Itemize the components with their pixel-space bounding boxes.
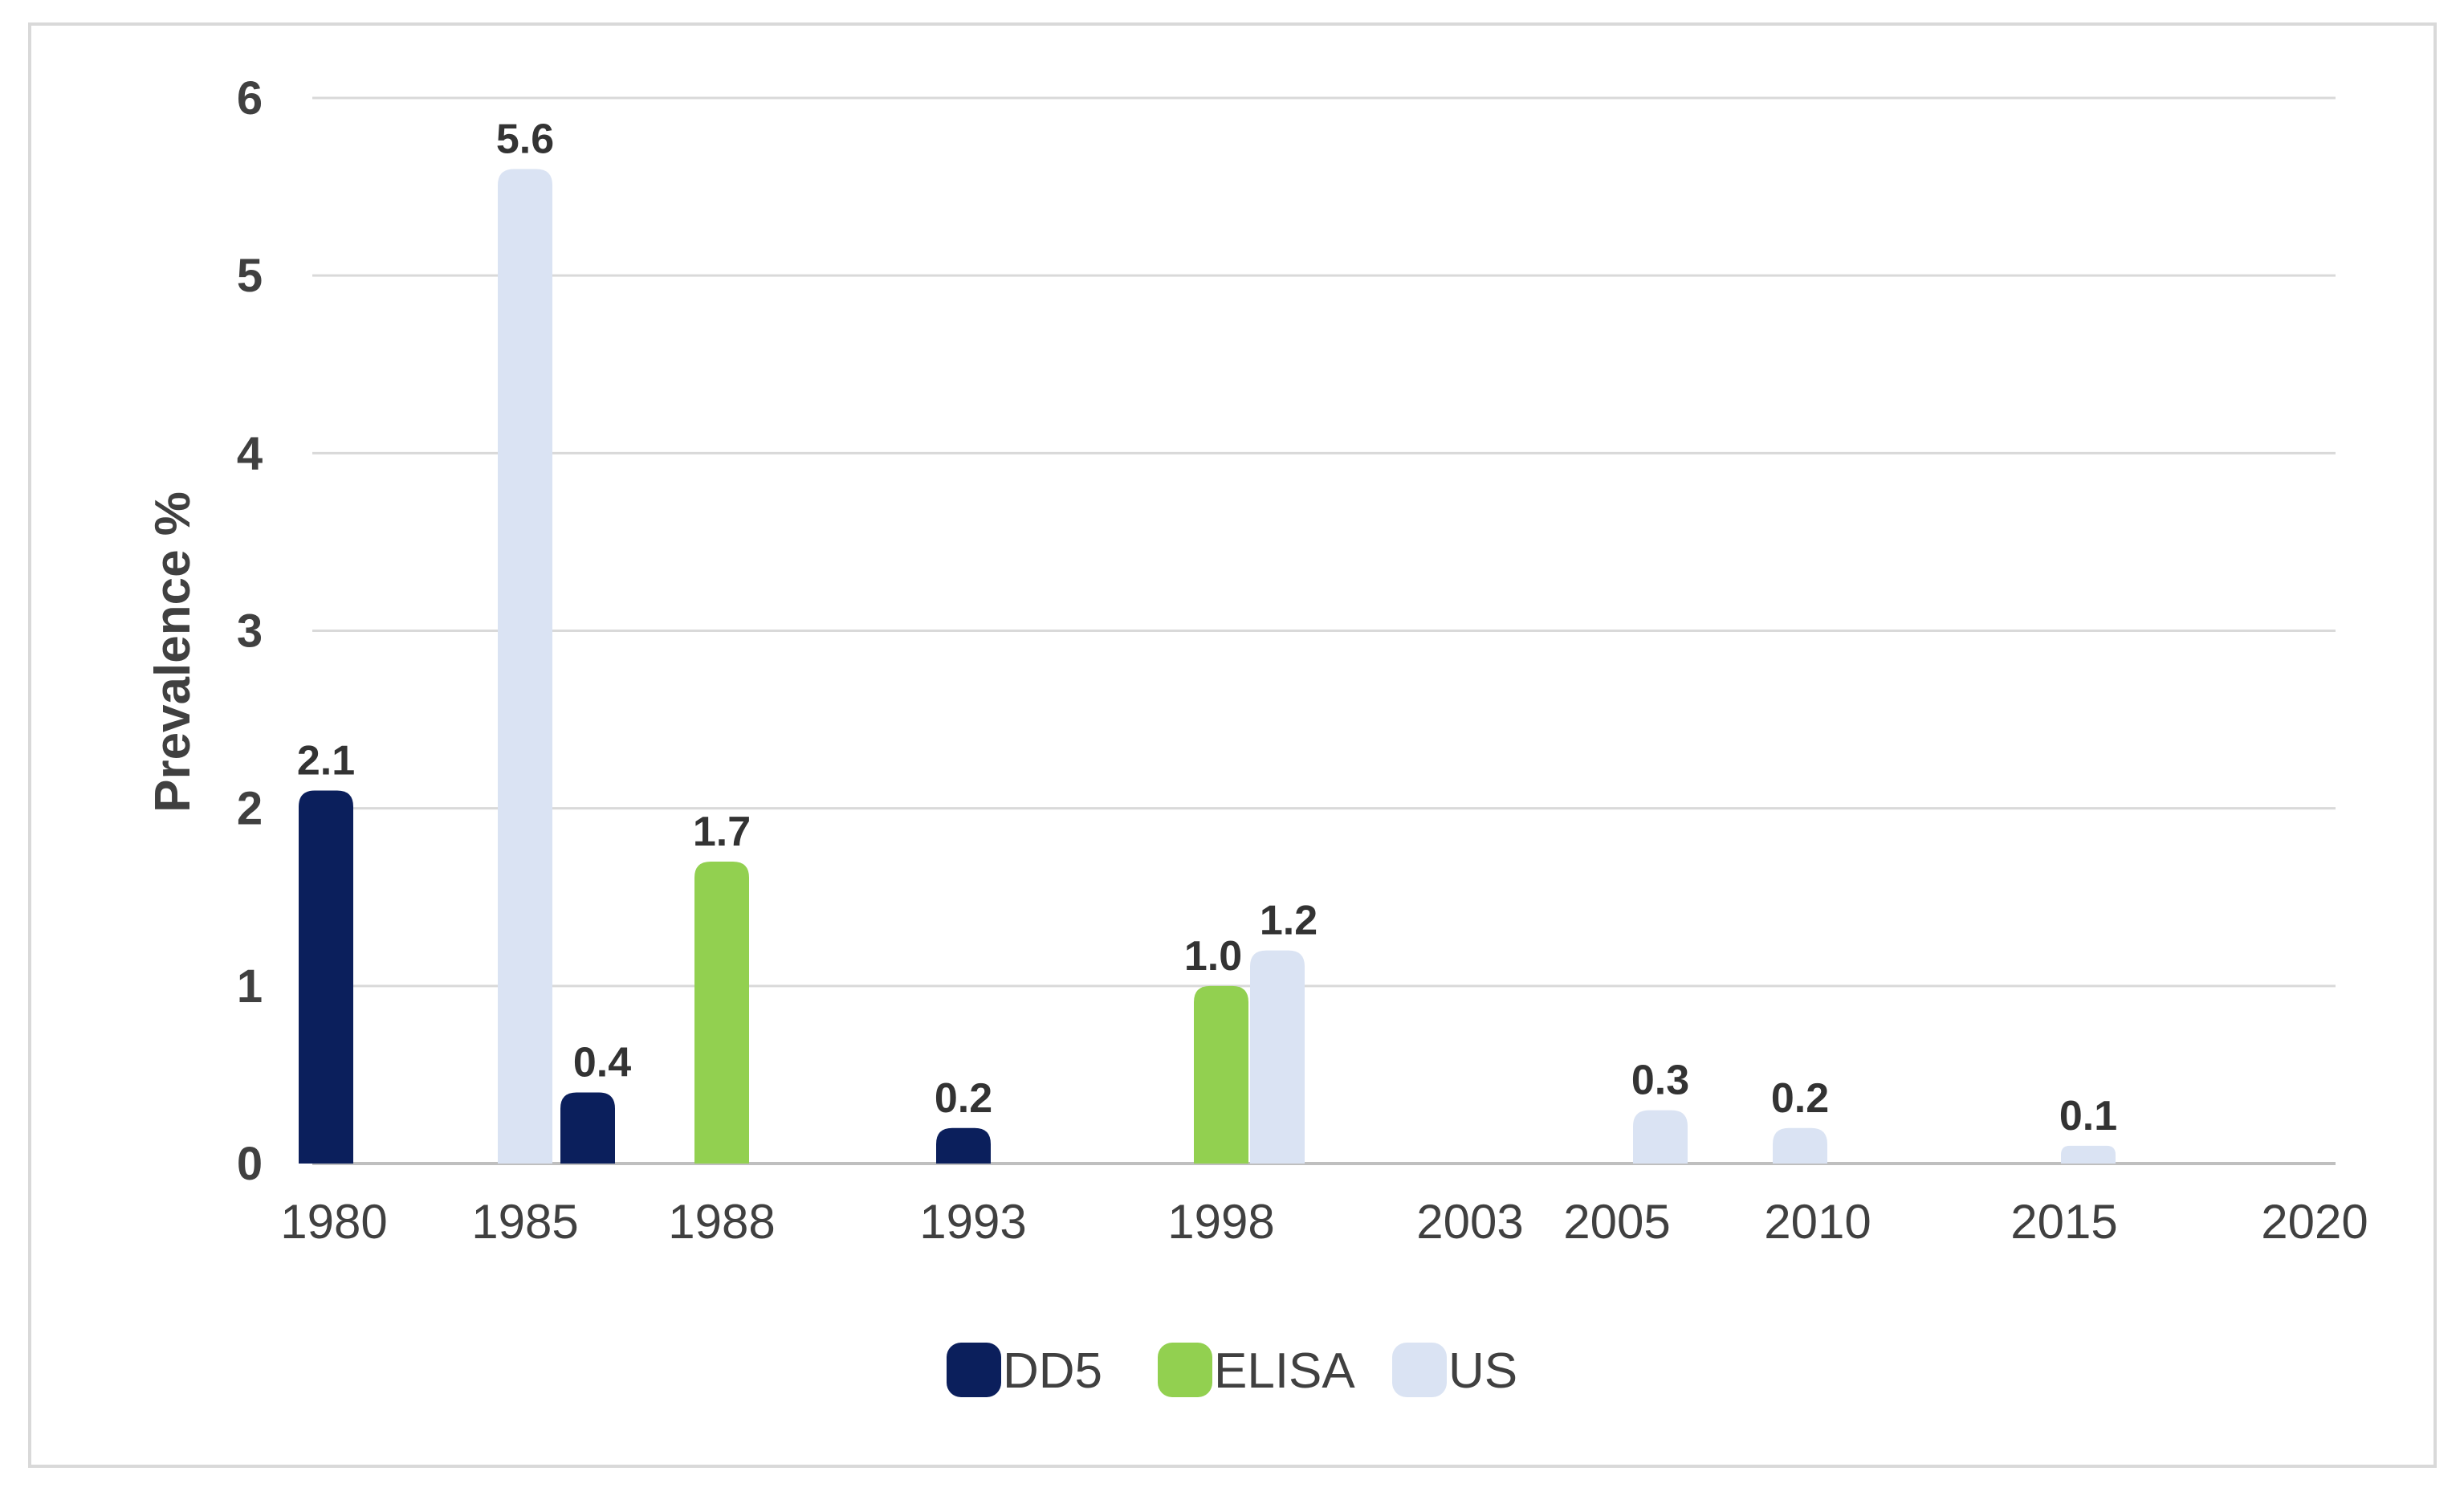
bar-dd5-1980 bbox=[299, 790, 353, 1164]
legend-swatch-dd5 bbox=[947, 1343, 1001, 1397]
data-label-us-2005: 0.3 bbox=[1631, 1058, 1689, 1104]
bar-dd5-1993 bbox=[936, 1127, 991, 1164]
y-tick-label: 5 bbox=[237, 250, 263, 302]
y-tick-label: 1 bbox=[237, 960, 263, 1013]
x-tick-label: 2003 bbox=[1416, 1195, 1523, 1249]
x-tick-label: 1993 bbox=[919, 1195, 1026, 1249]
data-label-us-2015: 0.1 bbox=[2059, 1093, 2117, 1139]
x-tick-label: 2020 bbox=[2261, 1195, 2368, 1249]
legend-label-elisa: ELISA bbox=[1214, 1343, 1355, 1399]
x-axis-ticks: 1980 1985 1988 1993 1998 2003 2005 2010 2015 2020 bbox=[280, 1195, 2368, 1249]
data-label-dd5-1980: 2.1 bbox=[297, 738, 355, 785]
data-label-us-1998: 1.2 bbox=[1260, 898, 1318, 944]
bar-us-2005 bbox=[1633, 1110, 1688, 1164]
bar-us-1985 bbox=[498, 169, 552, 1164]
data-label-elisa-1988: 1.7 bbox=[693, 809, 751, 855]
y-axis-ticks: 0 1 2 3 4 5 6 bbox=[237, 72, 263, 1190]
legend: DD5 ELISA US bbox=[947, 1343, 1517, 1399]
data-label-dd5-1993: 0.2 bbox=[935, 1075, 992, 1122]
bar-elisa-1998 bbox=[1194, 985, 1248, 1164]
data-label-us-1985: 5.6 bbox=[496, 116, 554, 162]
bars bbox=[299, 169, 2116, 1164]
bar-elisa-1988 bbox=[694, 862, 749, 1164]
bar-dd5-1985 bbox=[560, 1092, 615, 1164]
y-tick-label: 4 bbox=[237, 427, 263, 479]
data-label-us-2010: 0.2 bbox=[1771, 1075, 1829, 1122]
y-axis-label: Prevalence % bbox=[145, 491, 201, 813]
x-tick-label: 2005 bbox=[1563, 1195, 1670, 1249]
chart: 0 1 2 3 4 5 6 5.6 1.2 0.3 0.2 0.1 1.7 1.0 2.1 0.4 0.2 1… bbox=[145, 72, 2368, 1399]
legend-label-us: US bbox=[1448, 1343, 1517, 1399]
y-tick-label: 6 bbox=[237, 72, 263, 124]
x-tick-label: 1988 bbox=[668, 1195, 775, 1249]
legend-label-dd5: DD5 bbox=[1003, 1343, 1102, 1399]
y-tick-label: 3 bbox=[237, 605, 263, 658]
data-label-elisa-1998: 1.0 bbox=[1184, 933, 1242, 980]
x-tick-label: 1985 bbox=[471, 1195, 578, 1249]
y-tick-label: 0 bbox=[237, 1138, 263, 1190]
data-labels: 5.6 1.2 0.3 0.2 0.1 1.7 1.0 2.1 0.4 0.2 bbox=[297, 116, 2117, 1139]
bar-us-1998 bbox=[1250, 950, 1305, 1164]
x-tick-label: 1980 bbox=[280, 1195, 387, 1249]
bar-us-2015 bbox=[2061, 1145, 2116, 1164]
y-tick-label: 2 bbox=[237, 783, 263, 835]
data-label-dd5-1985: 0.4 bbox=[573, 1040, 631, 1086]
x-tick-label: 2015 bbox=[2010, 1195, 2117, 1249]
legend-swatch-elisa bbox=[1158, 1343, 1212, 1397]
chart-frame: 0 1 2 3 4 5 6 5.6 1.2 0.3 0.2 0.1 1.7 1.0 2.1 0.4 0.2 1… bbox=[28, 22, 2437, 1468]
x-tick-label: 2010 bbox=[1764, 1195, 1871, 1249]
bar-us-2010 bbox=[1773, 1127, 1827, 1164]
legend-swatch-us bbox=[1392, 1343, 1447, 1397]
x-tick-label: 1998 bbox=[1167, 1195, 1274, 1249]
gridlines bbox=[312, 96, 2336, 1165]
